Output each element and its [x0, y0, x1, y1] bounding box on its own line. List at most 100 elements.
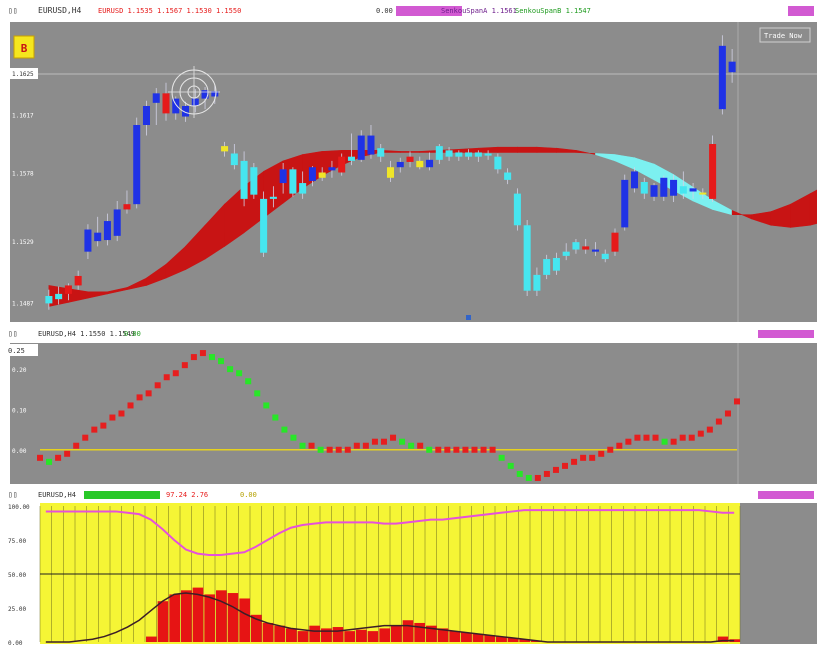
oscillator-point: [37, 454, 43, 461]
candle-body: [591, 249, 599, 252]
y-tick-label: 0.00: [12, 448, 27, 455]
oscillator-point: [562, 462, 569, 469]
oscillator-point: [362, 442, 369, 449]
panel2-label: EURUSD,H4 1.1550 1.1549: [38, 330, 135, 338]
candle-body: [689, 188, 697, 192]
panel2-close-icon[interactable]: ▯▯: [8, 329, 18, 338]
dark-line: [45, 592, 735, 643]
oscillator-point: [145, 390, 152, 397]
oscillator-point: [625, 438, 632, 445]
oscillator-point: [308, 442, 315, 449]
panel3-b: 0.00: [240, 491, 257, 499]
oscillator-point: [408, 442, 415, 449]
candle-body: [328, 167, 336, 171]
candle-body: [347, 156, 355, 161]
oscillator-point: [435, 446, 442, 453]
panel2-top-value: 0.25: [8, 347, 25, 355]
trade-now-button[interactable]: [759, 27, 811, 43]
volume-bars: [39, 506, 741, 643]
candle-body: [552, 258, 560, 271]
red-bar: [192, 587, 204, 642]
oscillator-point: [507, 462, 514, 469]
candle-body: [289, 169, 297, 194]
candle-body: [494, 156, 502, 170]
oscillator-point: [471, 446, 478, 453]
candle-body: [269, 196, 277, 199]
panel1-close-icon[interactable]: ▯▯: [8, 6, 18, 15]
oscillator-point: [46, 458, 53, 465]
oscillator-point: [616, 442, 623, 449]
red-bar: [472, 633, 484, 642]
oscillator-point: [417, 442, 424, 449]
candle-body: [474, 152, 482, 157]
oscillator-point: [109, 414, 116, 421]
candles: [45, 35, 736, 310]
trade-bot-label: B: [21, 42, 28, 55]
panel3-right-bg: [740, 503, 817, 644]
red-bar: [181, 590, 192, 642]
oscillator-point: [127, 402, 134, 409]
panel3-close-icon[interactable]: ▯▯: [8, 490, 18, 499]
candle-body: [308, 167, 316, 181]
panel2-right-bg: [740, 343, 817, 484]
candle-body: [533, 274, 541, 291]
oscillator-point: [136, 394, 143, 401]
candle-body: [513, 193, 521, 226]
oscillator-point: [263, 402, 270, 409]
panel2-plot-bg: [10, 343, 740, 484]
oscillator-point: [154, 382, 161, 389]
candle-body: [611, 232, 619, 252]
oscillator-point: [290, 434, 297, 441]
red-bar: [216, 590, 227, 642]
red-bar: [251, 614, 262, 642]
trade-now-label: Trade Now: [764, 32, 803, 40]
candle-body: [338, 156, 346, 173]
panel1-info: EURUSD 1.1535 1.1567 1.1530 1.1550: [98, 7, 241, 15]
oscillator-point: [571, 458, 578, 465]
oscillator-point: [236, 370, 243, 377]
panel1-tag-a: [396, 6, 462, 16]
panel3-label: EURUSD,H4: [38, 491, 76, 499]
oscillator-point: [371, 438, 378, 445]
red-bar: [204, 594, 215, 642]
cloud-segment: [517, 146, 538, 153]
y-tick-label: 1.1578: [12, 171, 34, 178]
ichimoku-cloud: [48, 146, 817, 307]
red-bar: [414, 622, 425, 642]
panel2-y-axis-labels: 0.20 0.10 0.00: [12, 367, 27, 455]
oscillator-point: [335, 446, 342, 453]
oscillator-point: [163, 374, 170, 381]
panel2-header-bg: [0, 324, 817, 341]
y-tick-label: 0.00: [8, 640, 23, 646]
panel3-tag: [758, 491, 814, 499]
scroll-marker[interactable]: [466, 315, 471, 320]
oscillator-point: [661, 438, 668, 445]
oscillator-point: [227, 366, 234, 373]
candle-body: [211, 91, 219, 97]
candle-body: [582, 246, 590, 250]
panel1-right-bg: [740, 22, 817, 322]
oscillator-point: [679, 434, 686, 441]
candle-body: [367, 135, 375, 155]
oscillator-point: [254, 390, 261, 397]
panel3-tag-green: [84, 491, 160, 499]
crosshair-target-icon[interactable]: [168, 66, 220, 118]
oscillator-point: [706, 426, 713, 433]
oscillator-point: [724, 410, 731, 417]
current-price-box: [10, 68, 38, 79]
red-bar: [321, 628, 332, 642]
trade-bot-icon[interactable]: [13, 35, 35, 59]
y-tick-label: 0.20: [12, 367, 27, 374]
oscillator-point: [272, 414, 279, 421]
candle-body: [504, 172, 512, 180]
red-bar: [402, 620, 414, 642]
oscillator-point: [353, 442, 360, 449]
candle-body: [426, 159, 434, 168]
candle-body: [601, 253, 609, 260]
candle-body: [230, 153, 238, 166]
oscillator-point: [299, 442, 306, 449]
candle-body: [650, 185, 658, 197]
oscillator-point: [344, 446, 351, 453]
candle-body: [396, 161, 404, 168]
candle-body: [416, 160, 424, 168]
